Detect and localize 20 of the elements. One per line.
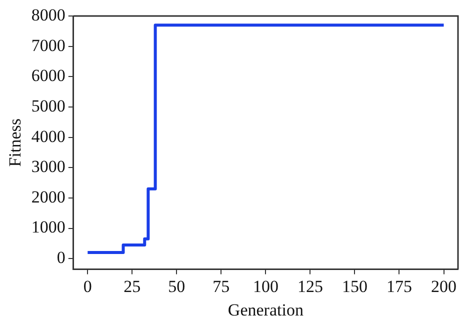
x-tick-label: 25 [124,276,141,296]
y-tick-label: 5000 [31,96,66,116]
x-tick-label: 0 [83,276,92,296]
x-tick-label: 75 [212,276,230,296]
y-tick-label: 3000 [31,157,66,176]
y-tick-label: 1000 [31,218,66,237]
y-tick-label: 8000 [31,5,66,24]
y-tick-label: 4000 [31,126,66,146]
y-tick-label: 6000 [31,66,66,86]
y-tick-label: 2000 [31,187,66,206]
x-axis-title: Generation [228,300,304,320]
x-tick-label: 200 [431,276,457,296]
x-tick-label: 125 [297,276,323,296]
y-tick-label: 0 [56,248,66,268]
x-tick-label: 50 [168,276,186,296]
x-tick-label: 100 [252,276,278,296]
x-tick-label: 150 [342,276,368,296]
x-tick-label: 175 [386,276,412,296]
y-axis-title: Fitness [6,118,25,167]
y-tick-label: 7000 [31,36,66,55]
